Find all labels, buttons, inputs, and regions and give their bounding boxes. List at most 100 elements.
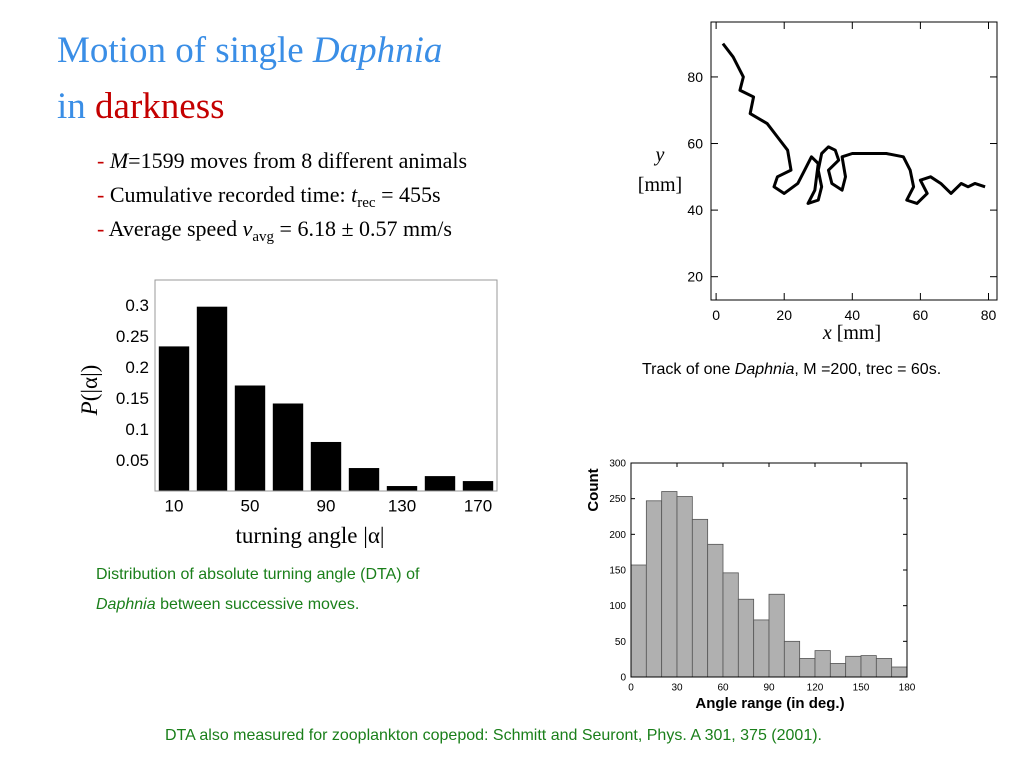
x-tick-label: 180	[899, 683, 916, 694]
bullet-text: = 455s	[381, 182, 440, 207]
bullet-sub: avg	[252, 229, 274, 245]
y-axis-var: P	[77, 401, 102, 416]
track-line	[721, 42, 986, 205]
histogram-bar	[661, 491, 678, 678]
bar	[424, 476, 456, 491]
bar	[196, 306, 228, 491]
y-tick-label: 80	[687, 69, 703, 85]
bar	[158, 346, 190, 491]
bullet-text: Cumulative recorded time:	[110, 182, 346, 207]
y-tick-label: 300	[609, 459, 626, 470]
histogram-bar	[737, 598, 755, 678]
bullet-var: v	[243, 216, 253, 241]
bullet-dash: -	[97, 182, 104, 207]
y-tick-label: 0.25	[116, 327, 149, 346]
caption-text: , M =200, trec = 60s.	[794, 361, 941, 378]
y-tick-label: 20	[687, 269, 703, 285]
caption-italic: Daphnia	[735, 361, 795, 378]
x-tick-label: 90	[763, 683, 775, 694]
histogram-bar	[829, 663, 847, 678]
x-axis-var: x	[822, 322, 832, 344]
y-axis-label: y	[654, 144, 665, 166]
x-tick-label: 60	[717, 683, 729, 694]
y-tick-label: 150	[609, 566, 626, 577]
y-tick-label: 0.3	[125, 296, 149, 315]
title-text: Motion of single	[57, 30, 304, 71]
plot-frame	[630, 462, 908, 678]
track-caption: Track of one Daphnia, M =200, trec = 60s…	[642, 361, 941, 378]
footer: DTA also measured for zooplankton copepo…	[165, 727, 822, 744]
x-tick-label: 20	[776, 307, 792, 323]
y-tick-label: 60	[687, 135, 703, 151]
histogram-bar	[722, 572, 739, 678]
bar	[348, 468, 380, 491]
bullet: - Cumulative recorded time: trec = 455s	[97, 182, 441, 211]
x-tick-label: 120	[807, 683, 824, 694]
x-tick-label: 0	[628, 683, 634, 694]
bullet-dash: -	[97, 216, 104, 241]
x-axis-label: turning angle |α|	[235, 523, 384, 548]
bar	[462, 481, 494, 491]
histogram-bar	[814, 650, 831, 678]
x-tick-label: 90	[317, 496, 336, 515]
title-italic: Daphnia	[312, 30, 443, 71]
y-axis-label: Count	[585, 468, 602, 511]
histogram-bar	[768, 593, 785, 678]
x-tick-label: 170	[464, 496, 492, 515]
caption-italic: Daphnia	[96, 596, 156, 613]
histogram-bar	[707, 543, 724, 678]
x-tick-label: 60	[913, 307, 929, 323]
bar	[386, 486, 418, 491]
dta-caption: Distribution of absolute turning angle (…	[96, 566, 420, 583]
title-line1: Motion of single Daphnia	[57, 30, 442, 71]
x-tick-label: 10	[165, 496, 184, 515]
y-tick-label: 0.1	[125, 420, 149, 439]
x-tick-label: 40	[845, 307, 861, 323]
y-tick-label: 40	[687, 202, 703, 218]
histogram-bar	[645, 500, 663, 678]
x-tick-label: 80	[981, 307, 997, 323]
histogram-bar	[753, 619, 770, 678]
x-tick-label: 130	[388, 496, 416, 515]
bar	[310, 441, 342, 491]
x-axis-label: Angle range (in deg.)	[695, 695, 844, 712]
y-axis-text: (|α|)	[77, 365, 102, 402]
y-tick-label: 250	[609, 494, 626, 505]
bullet-dash: -	[97, 148, 104, 173]
histogram-bar	[845, 655, 862, 678]
title-highlight: darkness	[95, 86, 224, 127]
x-tick-label: 0	[712, 307, 720, 323]
bullet-text: =1599 moves from 8 different animals	[128, 148, 467, 173]
histogram-bar	[799, 658, 816, 678]
bullet: - Average speed vavg = 6.18 ± 0.57 mm/s	[97, 216, 452, 245]
y-tick-label: 0	[620, 673, 626, 684]
y-tick-label: 0.15	[116, 389, 149, 408]
y-tick-label: 0.05	[116, 451, 149, 470]
bullet-sub: rec	[357, 195, 376, 211]
histogram-bar	[691, 518, 709, 678]
y-axis-label: [mm]	[638, 174, 682, 196]
bullet-var: t	[351, 182, 358, 207]
title-text: in	[57, 86, 86, 127]
dta-caption: Daphnia between successive moves.	[96, 596, 359, 613]
bar	[272, 403, 304, 491]
bullet-var: M	[109, 148, 130, 173]
x-axis-unit: [mm]	[837, 322, 881, 344]
y-tick-label: 50	[615, 637, 627, 648]
x-axis-label: x [mm]	[822, 322, 881, 344]
plot-frame	[710, 21, 998, 301]
x-tick-label: 50	[241, 496, 260, 515]
bullet-text: Average speed	[109, 216, 237, 241]
y-tick-label: 0.2	[125, 358, 149, 377]
y-axis-label: P(|α|)	[77, 365, 102, 417]
x-tick-label: 150	[853, 683, 870, 694]
histogram-bar	[676, 496, 693, 678]
histogram-bar	[891, 666, 908, 678]
caption-text: between successive moves.	[160, 596, 359, 613]
y-tick-label: 200	[609, 530, 626, 541]
histogram-bar	[630, 564, 647, 678]
caption-text: Track of one	[642, 361, 730, 378]
plot-frame	[154, 279, 498, 492]
bar	[234, 385, 266, 491]
